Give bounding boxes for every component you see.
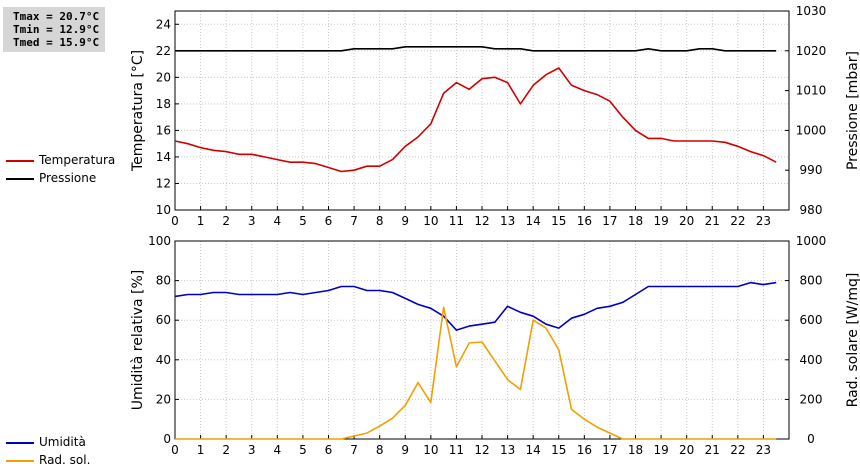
bottom-y2tick-label-3: 600 (800, 313, 823, 327)
top-xtick-label-10: 10 (423, 214, 438, 228)
top-y2tick-label-4: 1020 (796, 44, 827, 58)
top-y2tick-label-0: 980 (800, 203, 823, 217)
bottom-xtick-label-4: 4 (274, 443, 282, 457)
bottom-xtick-label-19: 19 (653, 443, 668, 457)
bottom-xtick-label-3: 3 (248, 443, 256, 457)
stats-box: Tmax = 20.7°C Tmin = 12.9°C Tmed = 15.9°… (3, 7, 105, 52)
bottom-ytick-label-2: 40 (156, 353, 171, 367)
bottom-y2tick-label-0: 0 (807, 432, 815, 446)
top-y2label: Pressione [mbar] (845, 51, 860, 170)
bottom-xtick-label-22: 22 (730, 443, 745, 457)
top-xtick-label-1: 1 (197, 214, 205, 228)
bottom-xtick-label-13: 13 (500, 443, 515, 457)
top-xtick-label-3: 3 (248, 214, 256, 228)
bottom-y2tick-label-1: 200 (800, 392, 823, 406)
top-xtick-label-7: 7 (350, 214, 358, 228)
top-xtick-label-23: 23 (756, 214, 771, 228)
legend-swatch-umidita (6, 442, 34, 444)
bottom-xtick-label-23: 23 (756, 443, 771, 457)
bottom-xtick-label-18: 18 (628, 443, 643, 457)
top-xtick-label-22: 22 (730, 214, 745, 228)
top-xtick-label-2: 2 (222, 214, 230, 228)
bottom-ytick-label-0: 0 (163, 432, 171, 446)
bottom-xtick-label-2: 2 (222, 443, 230, 457)
legend-label-temperatura: Temperatura (39, 153, 116, 167)
bottom-ylabel: Umidità relativa [%] (130, 270, 146, 411)
top-xtick-label-19: 19 (653, 214, 668, 228)
bottom-xtick-label-1: 1 (197, 443, 205, 457)
top-ytick-label-1: 12 (156, 176, 171, 190)
top-xtick-label-12: 12 (474, 214, 489, 228)
tmin-text: Tmin = 12.9°C (13, 23, 100, 36)
top-xtick-label-21: 21 (705, 214, 720, 228)
bottom-xtick-label-15: 15 (551, 443, 566, 457)
legend-swatch-rad-sol (6, 460, 34, 462)
top-ytick-label-2: 14 (156, 150, 171, 164)
top-xtick-label-4: 4 (274, 214, 282, 228)
top-xtick-label-6: 6 (325, 214, 333, 228)
top-xtick-label-8: 8 (376, 214, 384, 228)
top-xtick-label-15: 15 (551, 214, 566, 228)
weather-charts: 0 1 2 3 4 5 6 7 8 9 10 11 12 13 14 15 16 17 18 19 20 21 22 2310… (130, 4, 860, 457)
top-y2tick-label-1: 990 (800, 163, 823, 177)
bottom-y2tick-label-4: 800 (800, 274, 823, 288)
top-ytick-label-4: 18 (156, 97, 171, 111)
top-series-pressione (175, 45, 777, 52)
legend-label-umidita: Umidità (39, 435, 86, 449)
bottom-xtick-label-5: 5 (299, 443, 307, 457)
bottom-ytick-label-5: 100 (148, 234, 171, 248)
tmed-text: Tmed = 15.9°C (13, 36, 100, 49)
bottom-xtick-label-16: 16 (577, 443, 592, 457)
tmax-text: Tmax = 20.7°C (13, 10, 100, 23)
bottom-xtick-label-6: 6 (325, 443, 333, 457)
top-xtick-label-0: 0 (171, 214, 179, 228)
top-xtick-label-16: 16 (577, 214, 592, 228)
top-xtick-label-9: 9 (401, 214, 409, 228)
top-ytick-label-0: 10 (156, 203, 171, 217)
bottom-xtick-label-12: 12 (474, 443, 489, 457)
top-ytick-label-6: 22 (156, 44, 171, 58)
bottom-series-umidit (174, 281, 777, 331)
top-series-temperatura (174, 67, 777, 173)
top-y2tick-label-2: 1000 (796, 123, 827, 137)
top-ylabel: Temperatura [°C] (130, 50, 146, 172)
bottom-xtick-label-0: 0 (171, 443, 179, 457)
bottom-xtick-label-9: 9 (401, 443, 409, 457)
bottom-y2tick-label-2: 400 (800, 353, 823, 367)
legend-swatch-temperatura (6, 160, 34, 162)
bottom-xtick-label-8: 8 (376, 443, 384, 457)
bottom-series-rad-sol (175, 306, 777, 440)
bottom-ytick-label-3: 60 (156, 313, 171, 327)
bottom-xtick-label-17: 17 (602, 443, 617, 457)
top-xtick-label-14: 14 (526, 214, 541, 228)
top-xtick-label-5: 5 (299, 214, 307, 228)
top-y2tick-label-3: 1010 (796, 84, 827, 98)
top-ytick-label-5: 20 (156, 70, 171, 84)
top-xtick-label-18: 18 (628, 214, 643, 228)
bottom-y2tick-label-5: 1000 (796, 234, 827, 248)
bottom-xtick-label-11: 11 (449, 443, 464, 457)
bottom-xtick-label-7: 7 (350, 443, 358, 457)
bottom-xtick-label-20: 20 (679, 443, 694, 457)
top-xtick-label-20: 20 (679, 214, 694, 228)
top-xtick-label-11: 11 (449, 214, 464, 228)
bottom-ytick-label-1: 20 (156, 392, 171, 406)
legend-swatch-pressione (6, 178, 34, 180)
legend-label-pressione: Pressione (39, 171, 97, 185)
bottom-xtick-label-10: 10 (423, 443, 438, 457)
top-y2tick-label-5: 1030 (796, 4, 827, 18)
top-ytick-label-7: 24 (156, 17, 171, 31)
top-xtick-label-17: 17 (602, 214, 617, 228)
bottom-xtick-label-14: 14 (526, 443, 541, 457)
bottom-xtick-label-21: 21 (705, 443, 720, 457)
top-ytick-label-3: 16 (156, 123, 171, 137)
top-xtick-label-13: 13 (500, 214, 515, 228)
bottom-y2label: Rad. solare [W/mq] (845, 273, 860, 408)
bottom-ytick-label-4: 80 (156, 274, 171, 288)
